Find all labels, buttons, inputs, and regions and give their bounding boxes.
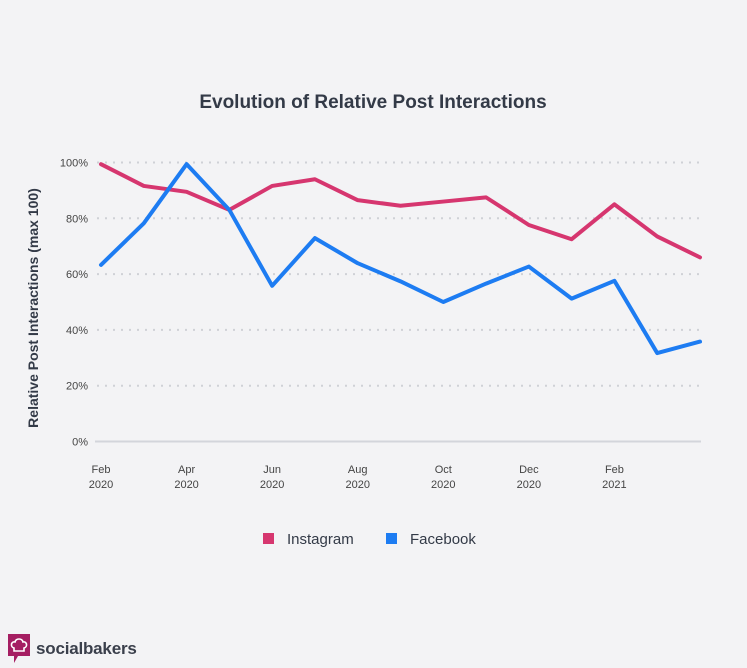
x-tick-label: Jun — [263, 464, 281, 476]
x-tick-label: Aug — [348, 464, 368, 476]
y-tick-label: 60% — [66, 269, 88, 281]
x-tick-label: Dec — [519, 464, 539, 476]
y-tick-label: 0% — [72, 437, 88, 449]
y-tick-label: 20% — [66, 381, 88, 393]
socialbakers-logo: socialbakers — [8, 634, 137, 664]
x-tick-label: 2020 — [345, 479, 369, 491]
series-line-instagram — [99, 162, 702, 260]
x-tick-label: Feb — [605, 464, 624, 476]
logo-text: socialbakers — [36, 639, 137, 658]
x-tick-label: 2020 — [517, 479, 541, 491]
legend-label-facebook: Facebook — [410, 531, 476, 548]
chef-hat-logo-icon — [8, 634, 30, 663]
legend-swatch-instagram — [263, 533, 274, 544]
line-chart: Evolution of Relative Post Interactions … — [25, 92, 702, 548]
chart-title: Evolution of Relative Post Interactions — [199, 92, 546, 113]
x-tick-label: Feb — [92, 464, 111, 476]
y-tick-label: 40% — [66, 325, 88, 337]
y-tick-label: 80% — [66, 213, 88, 225]
legend-swatch-facebook — [386, 533, 397, 544]
x-tick-label: 2020 — [431, 479, 455, 491]
x-tick-label: 2020 — [260, 479, 284, 491]
x-tick-label: 2020 — [89, 479, 113, 491]
y-tick-label: 100% — [60, 158, 88, 170]
legend-label-instagram: Instagram — [287, 531, 354, 548]
x-tick-label: 2021 — [602, 479, 626, 491]
x-tick-label: Oct — [435, 464, 452, 476]
x-tick-label: 2020 — [174, 479, 198, 491]
x-tick-label: Apr — [178, 464, 195, 476]
y-axis-label: Relative Post Interactions (max 100) — [25, 188, 41, 428]
